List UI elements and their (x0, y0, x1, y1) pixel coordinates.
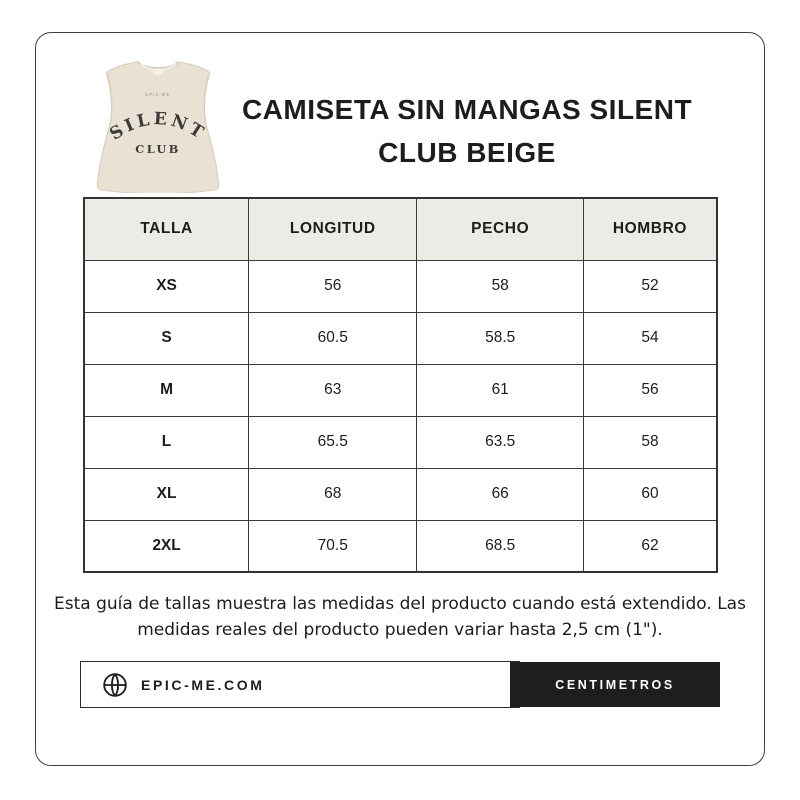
table-row: 2XL 70.5 68.5 62 (83, 519, 718, 573)
measure-cell: 62 (582, 519, 718, 573)
measure-cell: 60 (582, 467, 718, 521)
measure-cell: 58 (582, 415, 718, 469)
measure-cell: 54 (582, 311, 718, 365)
shirt-small-print: EPIC ME (145, 92, 170, 97)
size-cell: 2XL (83, 519, 250, 573)
measurement-note-line2: medidas reales del producto pueden varia… (137, 620, 663, 640)
page-title-line1: CAMISETA SIN MANGAS SILENT (241, 94, 693, 125)
measure-cell: 56 (582, 363, 718, 417)
size-cell: L (83, 415, 250, 469)
column-header-hombro: HOMBRO (582, 197, 718, 261)
rounded-frame (35, 32, 765, 766)
measure-cell: 56 (248, 259, 418, 313)
website-box: EPIC-ME.COM (80, 661, 520, 708)
measure-cell: 52 (582, 259, 718, 313)
measure-cell: 63.5 (416, 415, 584, 469)
centimeters-button[interactable]: CENTIMETROS (510, 662, 720, 707)
page-title: CAMISETA SIN MANGAS SILENT CLUB BEIGE (226, 88, 708, 174)
column-header-talla: TALLA (83, 197, 250, 261)
product-image: EPIC ME SILENT CLUB (84, 51, 232, 195)
measurement-note-line1: Esta guía de tallas muestra las medidas … (54, 594, 746, 614)
table-row: M 63 61 56 (83, 363, 718, 417)
measurement-note: Esta guía de tallas muestra las medidas … (40, 591, 760, 643)
size-cell: XL (83, 467, 250, 521)
table-row: XS 56 58 52 (83, 259, 718, 313)
table-row: XL 68 66 60 (83, 467, 718, 521)
measure-cell: 63 (248, 363, 418, 417)
globe-icon (103, 672, 127, 697)
measure-cell: 58 (416, 259, 584, 313)
website-label: EPIC-ME.COM (141, 676, 265, 693)
shirt-neck-label (153, 68, 163, 75)
footer-bar: EPIC-ME.COM CENTIMETROS (80, 661, 720, 708)
size-cell: S (83, 311, 250, 365)
table-row: L 65.5 63.5 58 (83, 415, 718, 469)
column-header-pecho: PECHO (416, 197, 584, 261)
shirt-collar (136, 60, 180, 70)
size-table: TALLA LONGITUD PECHO HOMBRO XS 56 58 52 … (83, 197, 718, 573)
column-header-longitud: LONGITUD (248, 197, 418, 261)
size-table-header-row: TALLA LONGITUD PECHO HOMBRO (83, 197, 718, 261)
shirt-left-armhole-shade (107, 74, 113, 130)
sleeveless-shirt-graphic: EPIC ME SILENT CLUB (96, 60, 220, 195)
measure-cell: 61 (416, 363, 584, 417)
measure-cell: 58.5 (416, 311, 584, 365)
measure-cell: 70.5 (248, 519, 418, 573)
size-cell: XS (83, 259, 250, 313)
measure-cell: 66 (416, 467, 584, 521)
shirt-club-print: CLUB (135, 142, 180, 156)
page-title-line2: CLUB BEIGE (378, 137, 556, 168)
measure-cell: 65.5 (248, 415, 418, 469)
centimeters-button-label: CENTIMETROS (555, 677, 675, 692)
table-row: S 60.5 58.5 54 (83, 311, 718, 365)
size-cell: M (83, 363, 250, 417)
measure-cell: 68 (248, 467, 418, 521)
shirt-right-armhole-shade (203, 74, 209, 130)
measure-cell: 68.5 (416, 519, 584, 573)
measure-cell: 60.5 (248, 311, 418, 365)
